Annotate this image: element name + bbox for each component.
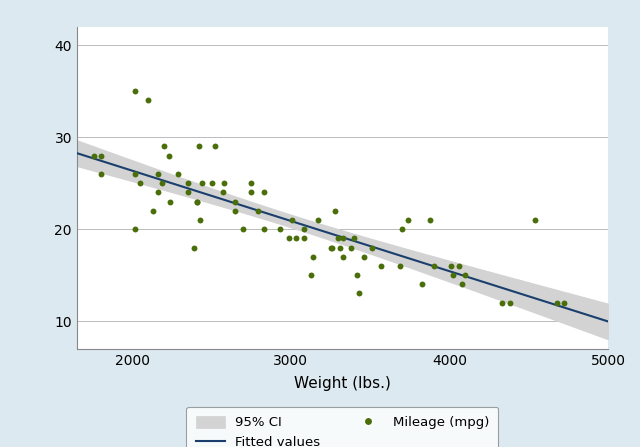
Point: [152, 189, 163, 196]
Point: [330, 207, 340, 214]
Point: [165, 198, 175, 205]
Point: [426, 216, 436, 224]
Point: [192, 198, 202, 205]
Point: [417, 281, 428, 288]
Point: [403, 216, 413, 224]
Point: [457, 281, 467, 288]
Point: [194, 143, 204, 150]
Point: [182, 189, 193, 196]
Point: [349, 235, 360, 242]
Point: [230, 207, 241, 214]
Point: [307, 271, 317, 278]
Point: [333, 235, 344, 242]
X-axis label: Weight (lbs.): Weight (lbs.): [294, 376, 391, 391]
Point: [218, 189, 228, 196]
Point: [327, 244, 337, 251]
Point: [559, 299, 569, 306]
Point: [159, 143, 169, 150]
Point: [446, 262, 456, 270]
Point: [358, 253, 369, 260]
Point: [207, 180, 217, 187]
Point: [143, 97, 153, 104]
Point: [135, 180, 145, 187]
Point: [338, 235, 348, 242]
Point: [197, 180, 207, 187]
Point: [152, 170, 163, 177]
Point: [335, 244, 345, 251]
Point: [252, 207, 262, 214]
Point: [530, 216, 540, 224]
Point: [454, 262, 464, 270]
Point: [95, 170, 106, 177]
Point: [157, 180, 168, 187]
Point: [298, 226, 308, 233]
Point: [298, 235, 308, 242]
Point: [246, 180, 257, 187]
Legend: 95% CI, Fitted values, Mileage (mpg): 95% CI, Fitted values, Mileage (mpg): [186, 407, 499, 447]
Point: [367, 244, 377, 251]
Point: [89, 152, 99, 159]
Point: [210, 143, 220, 150]
Point: [284, 235, 294, 242]
Point: [353, 271, 363, 278]
Point: [192, 198, 202, 205]
Point: [219, 180, 229, 187]
Point: [131, 88, 141, 95]
Point: [325, 244, 335, 251]
Point: [313, 216, 323, 224]
Point: [395, 262, 405, 270]
Point: [308, 253, 318, 260]
Point: [338, 253, 348, 260]
Point: [131, 170, 141, 177]
Point: [428, 262, 438, 270]
Point: [238, 226, 248, 233]
Point: [397, 226, 407, 233]
Point: [447, 271, 458, 278]
Point: [246, 189, 257, 196]
Point: [259, 189, 269, 196]
Point: [497, 299, 507, 306]
Point: [195, 216, 205, 224]
Point: [259, 226, 269, 233]
Point: [287, 216, 298, 224]
Point: [346, 244, 356, 251]
Point: [460, 271, 470, 278]
Point: [173, 170, 184, 177]
Point: [376, 262, 387, 270]
Point: [95, 152, 106, 159]
Point: [189, 244, 199, 251]
Point: [164, 152, 174, 159]
Point: [291, 235, 301, 242]
Point: [230, 198, 241, 205]
Point: [182, 180, 193, 187]
Point: [275, 226, 285, 233]
Point: [148, 207, 158, 214]
Point: [131, 226, 141, 233]
Point: [552, 299, 563, 306]
Point: [504, 299, 515, 306]
Point: [354, 290, 364, 297]
